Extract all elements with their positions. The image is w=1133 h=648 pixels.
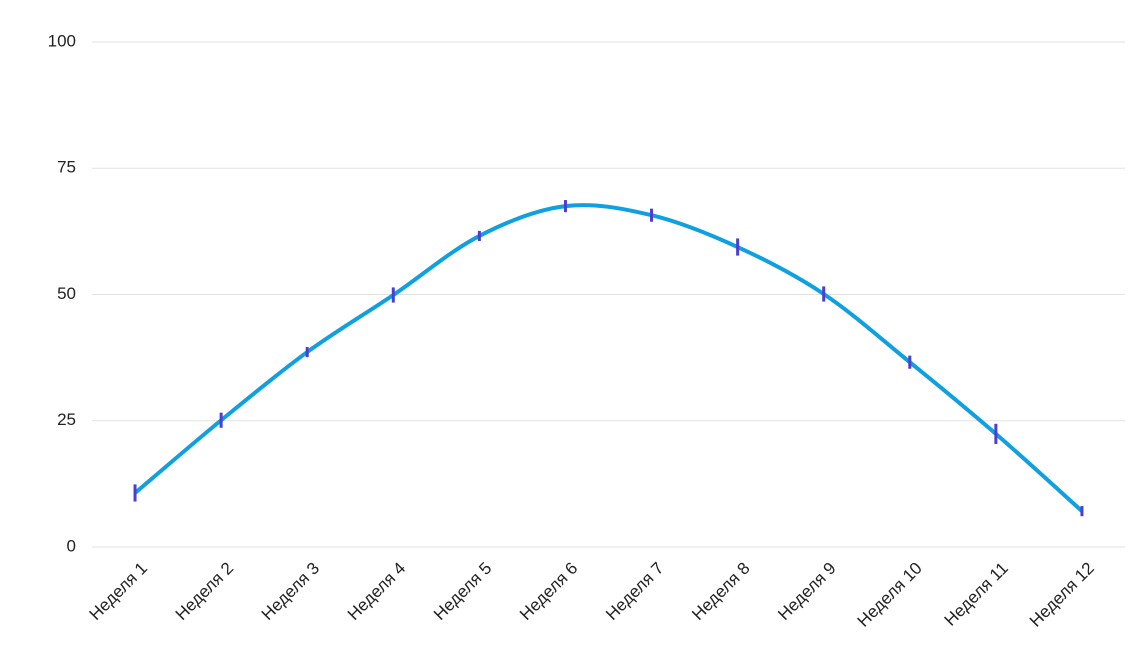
y-tick-label: 75 bbox=[57, 158, 76, 177]
x-tick-label: Неделя 6 bbox=[516, 559, 581, 624]
x-tick-label: Неделя 2 bbox=[172, 559, 237, 624]
x-tick-label: Неделя 1 bbox=[86, 559, 151, 624]
x-tick-label: Неделя 7 bbox=[602, 559, 667, 624]
x-tick-label: Неделя 3 bbox=[258, 559, 323, 624]
y-tick-label: 25 bbox=[57, 410, 76, 429]
x-tick-label: Неделя 5 bbox=[430, 559, 495, 624]
x-tick-label: Неделя 10 bbox=[854, 559, 926, 631]
line bbox=[133, 203, 1084, 513]
y-tick-label: 100 bbox=[48, 31, 76, 50]
x-tick-label: Неделя 4 bbox=[344, 559, 409, 624]
x-tick-label: Неделя 12 bbox=[1026, 559, 1098, 631]
x-tick-label: Неделя 8 bbox=[688, 559, 753, 624]
x-tick-label: Неделя 9 bbox=[774, 559, 839, 624]
x-tick-label: Неделя 11 bbox=[941, 559, 1012, 630]
y-tick-label: 50 bbox=[57, 284, 76, 303]
y-tick-label: 0 bbox=[67, 536, 76, 555]
